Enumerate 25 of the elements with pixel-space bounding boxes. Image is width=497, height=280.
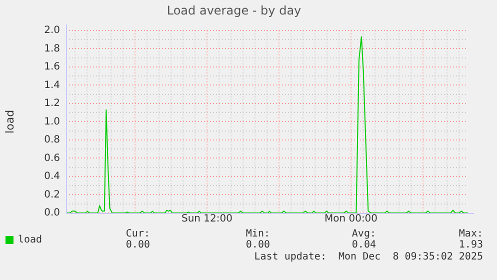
text: Avg:: [352, 228, 376, 240]
y-tick-label: 1.0: [44, 116, 60, 128]
y-tick-label: 1.6: [44, 62, 60, 73]
y-tick-label: 2.0: [44, 24, 60, 36]
text: Last update: Mon Dec 8 09:35:02 2025: [254, 252, 483, 263]
text: 0.00: [126, 240, 150, 251]
x-tick-label: Sun 12:00: [181, 214, 233, 225]
y-tick-label: 1.4: [44, 80, 60, 91]
y-tick-label: 0.4: [44, 171, 60, 182]
y-tick-label: 0.2: [44, 189, 60, 200]
text: Min:: [246, 228, 270, 240]
text: Cur:: [126, 228, 150, 240]
text: 0.00: [246, 240, 270, 251]
text: Max:: [458, 228, 483, 240]
legend-label: load: [18, 234, 42, 246]
y-tick-label: 0.8: [44, 134, 60, 146]
x-tick-label: Mon 00:00: [324, 214, 378, 225]
y-tick-label: 0.0: [44, 208, 60, 219]
text: 1.93: [458, 240, 483, 251]
y-tick-label: 1.8: [44, 43, 60, 54]
y-axis-title: load: [3, 110, 16, 134]
text: 0.04: [352, 240, 376, 251]
y-tick-label: 1.2: [44, 98, 60, 110]
y-tick-label: 0.6: [44, 152, 60, 164]
chart-title: Load average - by day: [166, 3, 302, 18]
